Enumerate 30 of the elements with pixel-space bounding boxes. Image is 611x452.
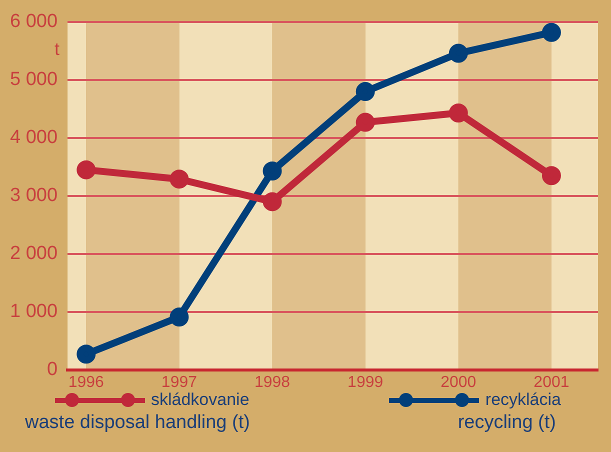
- y-tick-label: 5 000: [10, 69, 58, 90]
- x-tick-label: 2000: [440, 374, 476, 391]
- legend-label: skládkovanie: [151, 390, 250, 410]
- point: [356, 82, 375, 102]
- text: waste disposal handling (t): [25, 412, 250, 434]
- x-tick-label: 1997: [161, 374, 198, 391]
- point: [262, 161, 282, 180]
- point: [448, 104, 468, 123]
- y-axis-title: t: [54, 38, 60, 59]
- x-tick-label: 1999: [348, 374, 384, 391]
- y-tick-label: 0: [46, 359, 58, 380]
- y-tick-label: 3 000: [10, 185, 58, 206]
- y-tick-label: 4 000: [10, 127, 58, 148]
- x-tick-label: 2001: [534, 374, 570, 391]
- point: [76, 160, 96, 180]
- point: [356, 112, 375, 132]
- x-tick-label: 1998: [254, 374, 290, 391]
- text: recycling (t): [458, 412, 556, 434]
- legend-label: recyklácia: [485, 390, 561, 410]
- point: [542, 166, 561, 186]
- y-tick-label: 1 000: [10, 301, 58, 322]
- y-tick-label: 6 000: [10, 11, 58, 32]
- point: [448, 44, 468, 63]
- x-tick-label: 1996: [68, 374, 104, 391]
- y-tick-label: 2 000: [10, 243, 58, 264]
- point: [170, 308, 189, 327]
- point: [76, 344, 96, 364]
- point: [262, 192, 282, 212]
- point: [542, 22, 561, 42]
- point: [170, 170, 189, 189]
